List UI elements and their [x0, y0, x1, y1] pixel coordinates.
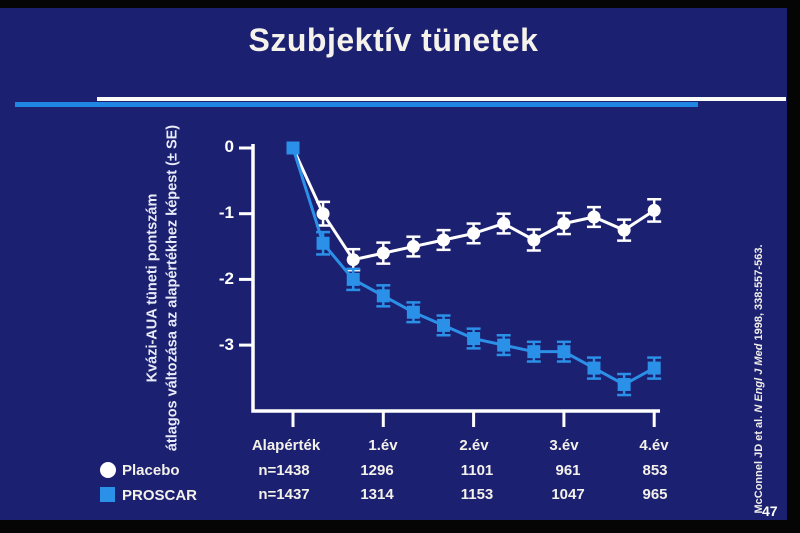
legend-label-proscar: PROSCAR	[122, 487, 198, 504]
citation: McConnel JD et al. N Engl J Med 1998, 33…	[753, 244, 765, 513]
y-axis-label-line2: átlagos változása az alapértékhez képest…	[164, 124, 180, 452]
citation-journal: N Engl J Med	[753, 343, 765, 413]
page-title: Szubjektív tünetek	[248, 22, 539, 58]
n-proscar-year1: 1314	[360, 486, 394, 503]
n-proscar-year3: 1047	[551, 486, 585, 503]
citation-reference: 1998, 338:557-563.	[753, 244, 765, 344]
x-tick-year3: 3.év	[549, 437, 579, 454]
y-axis-label: Kvázi-AUA tüneti pontszám átlagos változ…	[143, 125, 182, 451]
x-tick-year2: 2.év	[459, 437, 489, 454]
x-tick-year4: 4.év	[639, 437, 669, 454]
y-axis-label-line1: Kvázi-AUA tüneti pontszám	[144, 193, 161, 383]
proscar-marker-icon	[100, 487, 115, 502]
y-tick-m1: -1	[218, 203, 234, 222]
citation-authors: McConnel JD et al.	[753, 412, 765, 514]
slide-number: 47	[762, 503, 778, 519]
n-placebo-year1: 1296	[360, 462, 394, 479]
n-placebo-year2: 1101	[460, 462, 494, 479]
n-proscar-baseline: n=1437	[258, 486, 310, 503]
y-tick-0: 0	[224, 137, 234, 156]
legend-label-placebo: Placebo	[122, 462, 180, 479]
divider-blue-line	[15, 102, 698, 107]
n-placebo-year3: 961	[555, 462, 581, 479]
n-placebo-year4: 853	[642, 462, 668, 479]
placebo-marker-icon	[100, 462, 116, 478]
n-placebo-baseline: n=1438	[258, 462, 310, 479]
n-proscar-year4: 965	[642, 486, 668, 503]
n-proscar-year2: 1153	[460, 486, 494, 503]
x-tick-baseline: Alapérték	[251, 437, 321, 454]
y-tick-m2: -2	[218, 269, 234, 288]
y-tick-m3: -3	[218, 335, 234, 354]
divider-white-line	[97, 97, 786, 101]
x-tick-year1: 1.év	[368, 437, 398, 454]
slide-background	[0, 8, 787, 520]
